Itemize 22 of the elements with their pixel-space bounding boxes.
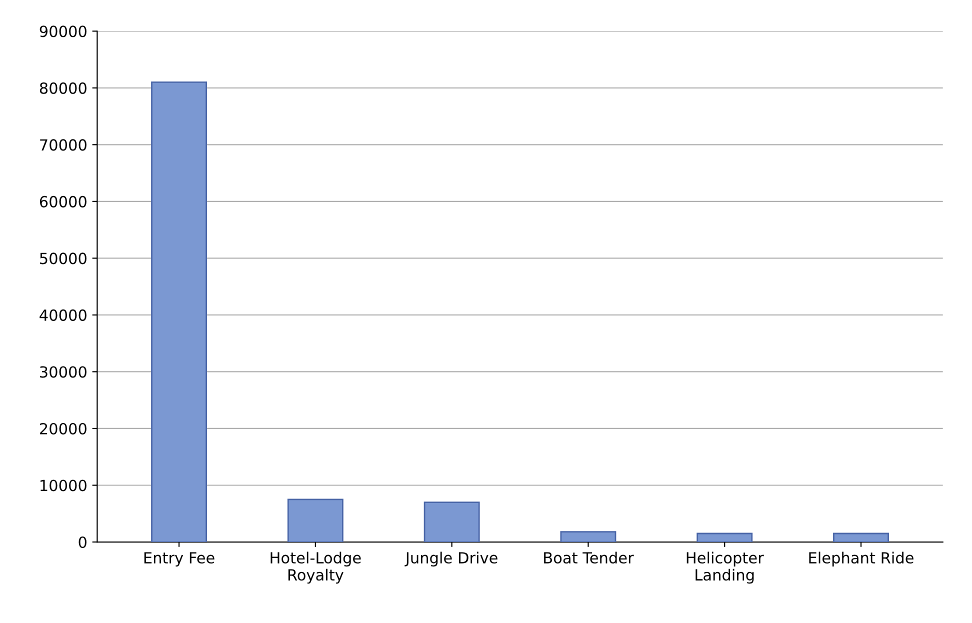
bar: [560, 531, 616, 542]
x-tick-label: Helicopter Landing: [686, 552, 764, 584]
bar: [696, 532, 753, 542]
y-tick-label: 30000: [40, 366, 86, 378]
x-tick-label: Elephant Ride: [809, 552, 914, 567]
bar: [424, 502, 480, 542]
y-tick-label: 40000: [40, 309, 86, 321]
y-tick-label: 70000: [40, 139, 86, 151]
x-tick-label: Boat Tender: [544, 552, 634, 564]
y-tick-label: 60000: [40, 196, 86, 208]
y-tick-label: 20000: [40, 422, 86, 435]
y-tick-label: 0: [78, 536, 86, 548]
bar: [287, 498, 344, 542]
y-tick-label: 80000: [40, 82, 86, 94]
y-tick-label: 10000: [40, 480, 86, 492]
x-tick-label: Hotel-Lodge Royalty: [270, 552, 361, 584]
y-tick-label: 90000: [40, 26, 86, 38]
bar: [833, 532, 889, 542]
x-tick-label: Jungle Drive: [404, 552, 498, 567]
y-tick-label: 50000: [40, 252, 86, 264]
bar: [151, 82, 208, 542]
x-tick-label: Entry Fee: [144, 552, 214, 567]
